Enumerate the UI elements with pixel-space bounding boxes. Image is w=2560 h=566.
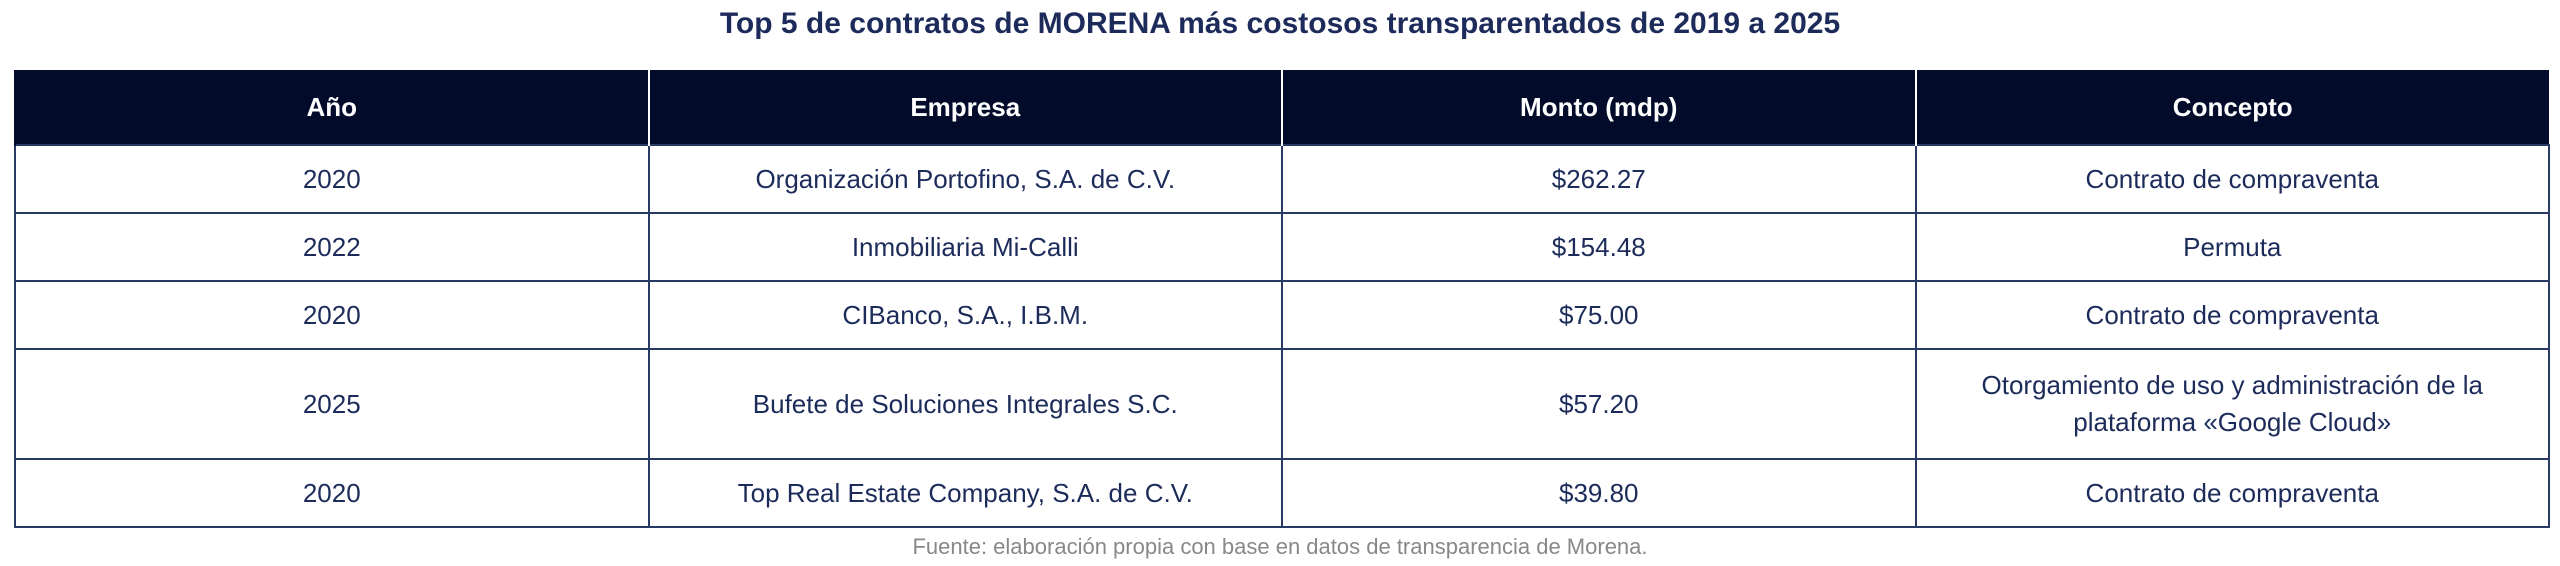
table-row: 2025 Bufete de Soluciones Integrales S.C…: [14, 348, 2550, 460]
cell-company: Top Real Estate Company, S.A. de C.V.: [647, 458, 1283, 528]
table-title: Top 5 de contratos de MORENA más costoso…: [719, 7, 1841, 40]
cell-company: Bufete de Soluciones Integrales S.C.: [647, 348, 1283, 460]
cell-amount: $75.00: [1281, 280, 1917, 350]
cell-year: 2020: [14, 144, 650, 214]
cell-company: Inmobiliaria Mi-Calli: [647, 212, 1283, 282]
cell-company: CIBanco, S.A., I.B.M.: [647, 280, 1283, 350]
cell-year: 2020: [14, 280, 650, 350]
cell-amount: $39.80: [1281, 458, 1917, 528]
table-row: 2020 Top Real Estate Company, S.A. de C.…: [14, 458, 2550, 528]
cell-concept: Permuta: [1914, 212, 2550, 282]
cell-year: 2020: [14, 458, 650, 528]
table-row: 2022 Inmobiliaria Mi-Calli $154.48 Permu…: [14, 212, 2550, 282]
cell-year: 2022: [14, 212, 650, 282]
source-note: Fuente: elaboración propia con base en d…: [912, 534, 1648, 559]
table-header-row: Año Empresa Monto (mdp) Concepto: [14, 70, 2549, 145]
cell-concept: Contrato de compraventa: [1914, 458, 2550, 528]
contracts-table: Año Empresa Monto (mdp) Concepto 2020 Or…: [14, 70, 2550, 528]
cell-company: Organización Portofino, S.A. de C.V.: [647, 144, 1283, 214]
column-header-amount: Monto (mdp): [1281, 70, 1916, 145]
cell-amount: $262.27: [1281, 144, 1917, 214]
column-header-year: Año: [14, 70, 649, 145]
cell-concept: Contrato de compraventa: [1914, 144, 2550, 214]
table-row: 2020 Organización Portofino, S.A. de C.V…: [14, 144, 2550, 214]
column-header-company: Empresa: [647, 70, 1282, 145]
cell-year: 2025: [14, 348, 650, 460]
cell-concept: Otorgamiento de uso y administración de …: [1914, 348, 2550, 460]
cell-concept: Contrato de compraventa: [1914, 280, 2550, 350]
cell-amount: $57.20: [1281, 348, 1917, 460]
column-header-concept: Concepto: [1914, 70, 2549, 145]
cell-amount: $154.48: [1281, 212, 1917, 282]
table-row: 2020 CIBanco, S.A., I.B.M. $75.00 Contra…: [14, 280, 2550, 350]
